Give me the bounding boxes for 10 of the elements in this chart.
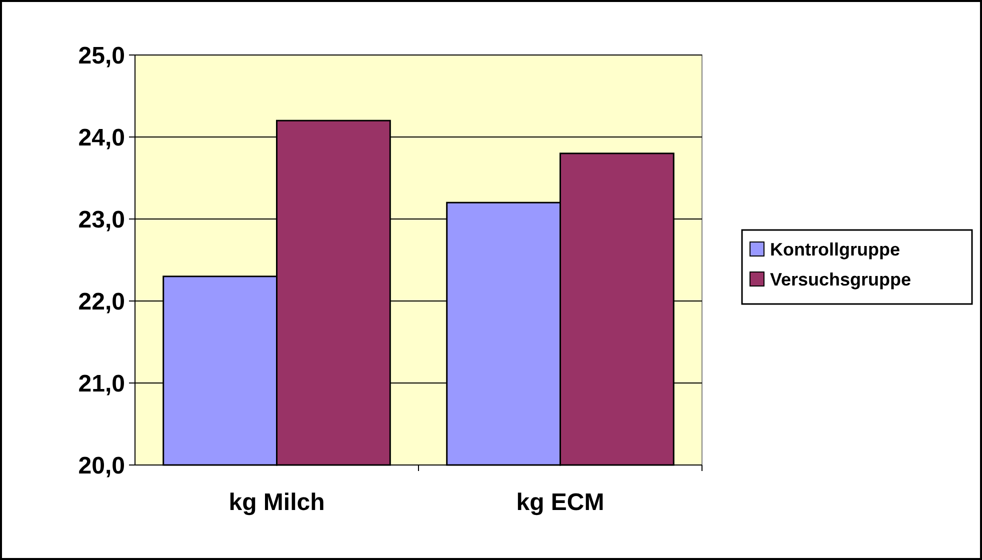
y-tick-label: 23,0 xyxy=(78,206,125,234)
y-tick-label: 20,0 xyxy=(78,452,125,480)
legend-label: Kontrollgruppe xyxy=(770,239,900,260)
y-tick-label: 24,0 xyxy=(78,124,125,152)
y-tick-label: 22,0 xyxy=(78,288,125,316)
x-tick-label: kg ECM xyxy=(516,489,604,516)
y-tick-label: 25,0 xyxy=(78,42,125,70)
y-tick-label: 21,0 xyxy=(78,370,125,398)
x-tick-label: kg Milch xyxy=(228,489,325,516)
legend-label: Versuchsgruppe xyxy=(770,269,912,290)
